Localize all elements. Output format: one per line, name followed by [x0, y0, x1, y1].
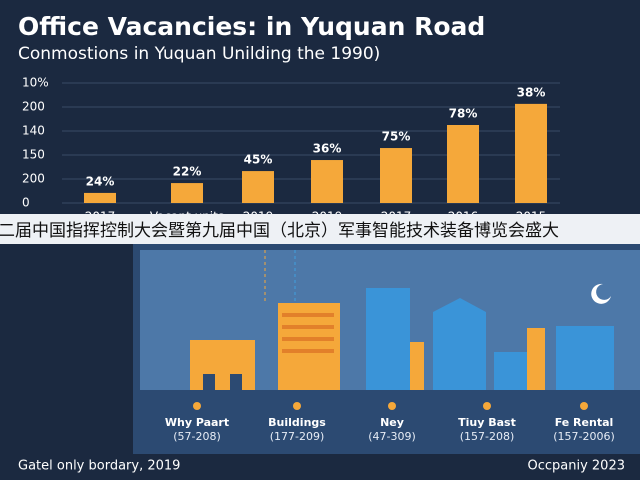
- y-tick-label: 140: [22, 124, 45, 138]
- stripe: [282, 349, 334, 353]
- footer-left: Gatel only bordary, 2019: [18, 459, 180, 474]
- stripe: [282, 337, 334, 341]
- bar: [311, 160, 343, 203]
- chart-subtitle: Conmostions in Yuquan Unilding the 1990): [18, 44, 380, 64]
- chart-title: Office Vacancies: in Yuquan Road: [18, 12, 485, 41]
- building: [410, 342, 424, 390]
- bar-annotation: 38%: [517, 85, 546, 99]
- building-label: Tiuy Bast: [458, 416, 516, 429]
- building: [278, 303, 340, 390]
- bar: [380, 148, 412, 203]
- building-label: Why Paart: [165, 416, 229, 429]
- bar-annotation: 36%: [313, 142, 342, 156]
- bar-annotation: 75%: [382, 130, 411, 144]
- door: [203, 374, 215, 390]
- y-tick-label: 10%: [22, 76, 49, 90]
- building-label: Buildings: [268, 416, 326, 429]
- building: [556, 326, 614, 390]
- building-range: (177-209): [270, 430, 325, 443]
- stripe: [282, 313, 334, 317]
- bar: [171, 183, 203, 203]
- bar: [242, 171, 274, 203]
- y-tick-label: 0: [22, 196, 30, 210]
- y-tick-label: 200: [22, 100, 45, 114]
- bar-annotation: 24%: [86, 174, 115, 188]
- stripe: [282, 325, 334, 329]
- bar-annotation: 45%: [244, 153, 273, 167]
- label-dot: [483, 402, 491, 410]
- bar: [84, 192, 116, 203]
- building-label: Ney: [380, 416, 404, 429]
- building: [433, 298, 486, 390]
- label-dot: [388, 402, 396, 410]
- bar: [515, 103, 547, 203]
- building-range: (157-2006): [553, 430, 615, 443]
- building-range: (157-208): [460, 430, 515, 443]
- building: [527, 328, 545, 390]
- building: [366, 288, 410, 390]
- bar: [447, 125, 479, 203]
- bar-annotation: 78%: [449, 107, 478, 121]
- building-range: (57-208): [173, 430, 221, 443]
- illustration: [133, 244, 640, 454]
- building-label: Fe Rental: [555, 416, 614, 429]
- door: [230, 374, 242, 390]
- label-dot: [193, 402, 201, 410]
- bar-annotation: 22%: [173, 165, 202, 179]
- moon: [591, 283, 611, 304]
- banner-strip: [0, 214, 640, 244]
- building: [190, 340, 255, 390]
- label-dot: [580, 402, 588, 410]
- banner-text: 二届中国指挥控制大会暨第九届中国（北京）军事智能技术装备博览会盛大: [0, 221, 559, 241]
- y-tick-label: 200: [22, 172, 45, 186]
- footer-right: Occpaniy 2023: [527, 459, 625, 474]
- label-dot: [293, 402, 301, 410]
- building-range: (47-309): [368, 430, 416, 443]
- y-tick-label: 150: [22, 148, 45, 162]
